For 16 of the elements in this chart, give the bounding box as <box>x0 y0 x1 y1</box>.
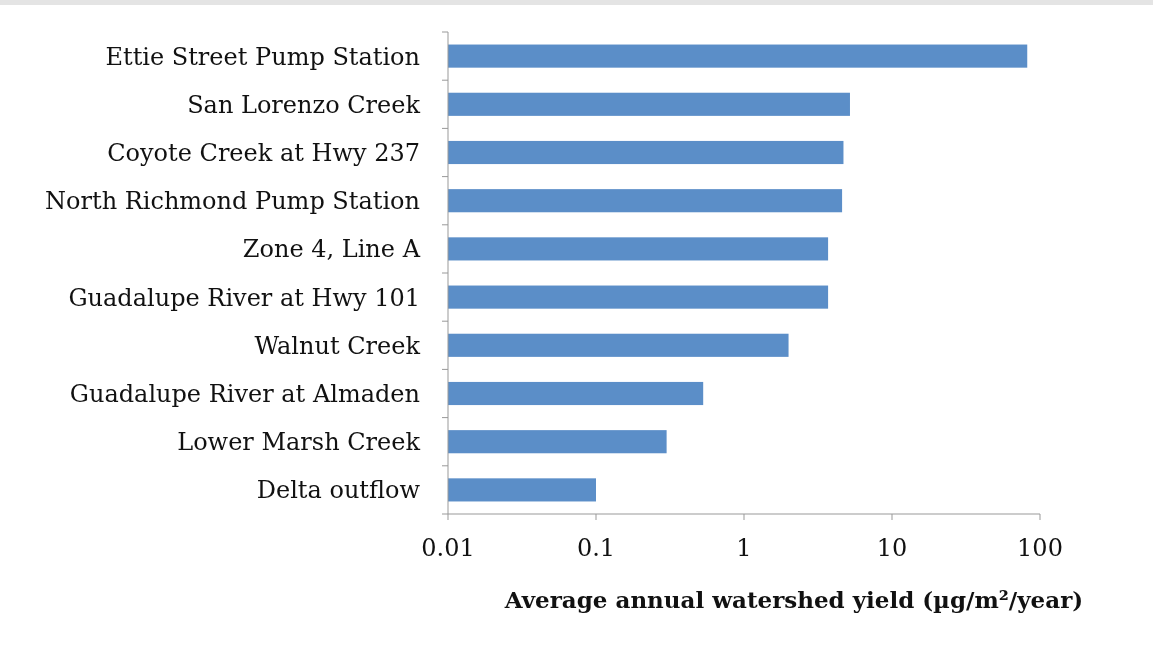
y-tick-label: Lower Marsh Creek <box>177 428 421 457</box>
y-tick-label: Guadalupe River at Hwy 101 <box>68 283 420 312</box>
y-tick-label: Guadalupe River at Almaden <box>69 379 420 408</box>
x-tick-label: 0.1 <box>576 534 616 562</box>
y-tick-label: Coyote Creek at Hwy 237 <box>107 138 420 167</box>
y-tick-label: Zone 4, Line A <box>242 235 421 264</box>
x-tick-label: 10 <box>876 534 908 562</box>
x-tick-label: 0.01 <box>421 534 475 562</box>
x-tick-label: 100 <box>1017 534 1063 562</box>
y-tick-label: Ettie Street Pump Station <box>105 42 420 71</box>
y-tick-label: North Richmond Pump Station <box>45 187 420 216</box>
y-tick-label: Delta outflow <box>256 476 421 505</box>
x-axis-title: Average annual watershed yield (µg/m²/year) <box>503 586 1084 613</box>
y-tick-label: San Lorenzo Creek <box>187 90 421 119</box>
x-tick-label: 1 <box>736 534 752 562</box>
y-tick-label: Walnut Creek <box>254 331 421 360</box>
